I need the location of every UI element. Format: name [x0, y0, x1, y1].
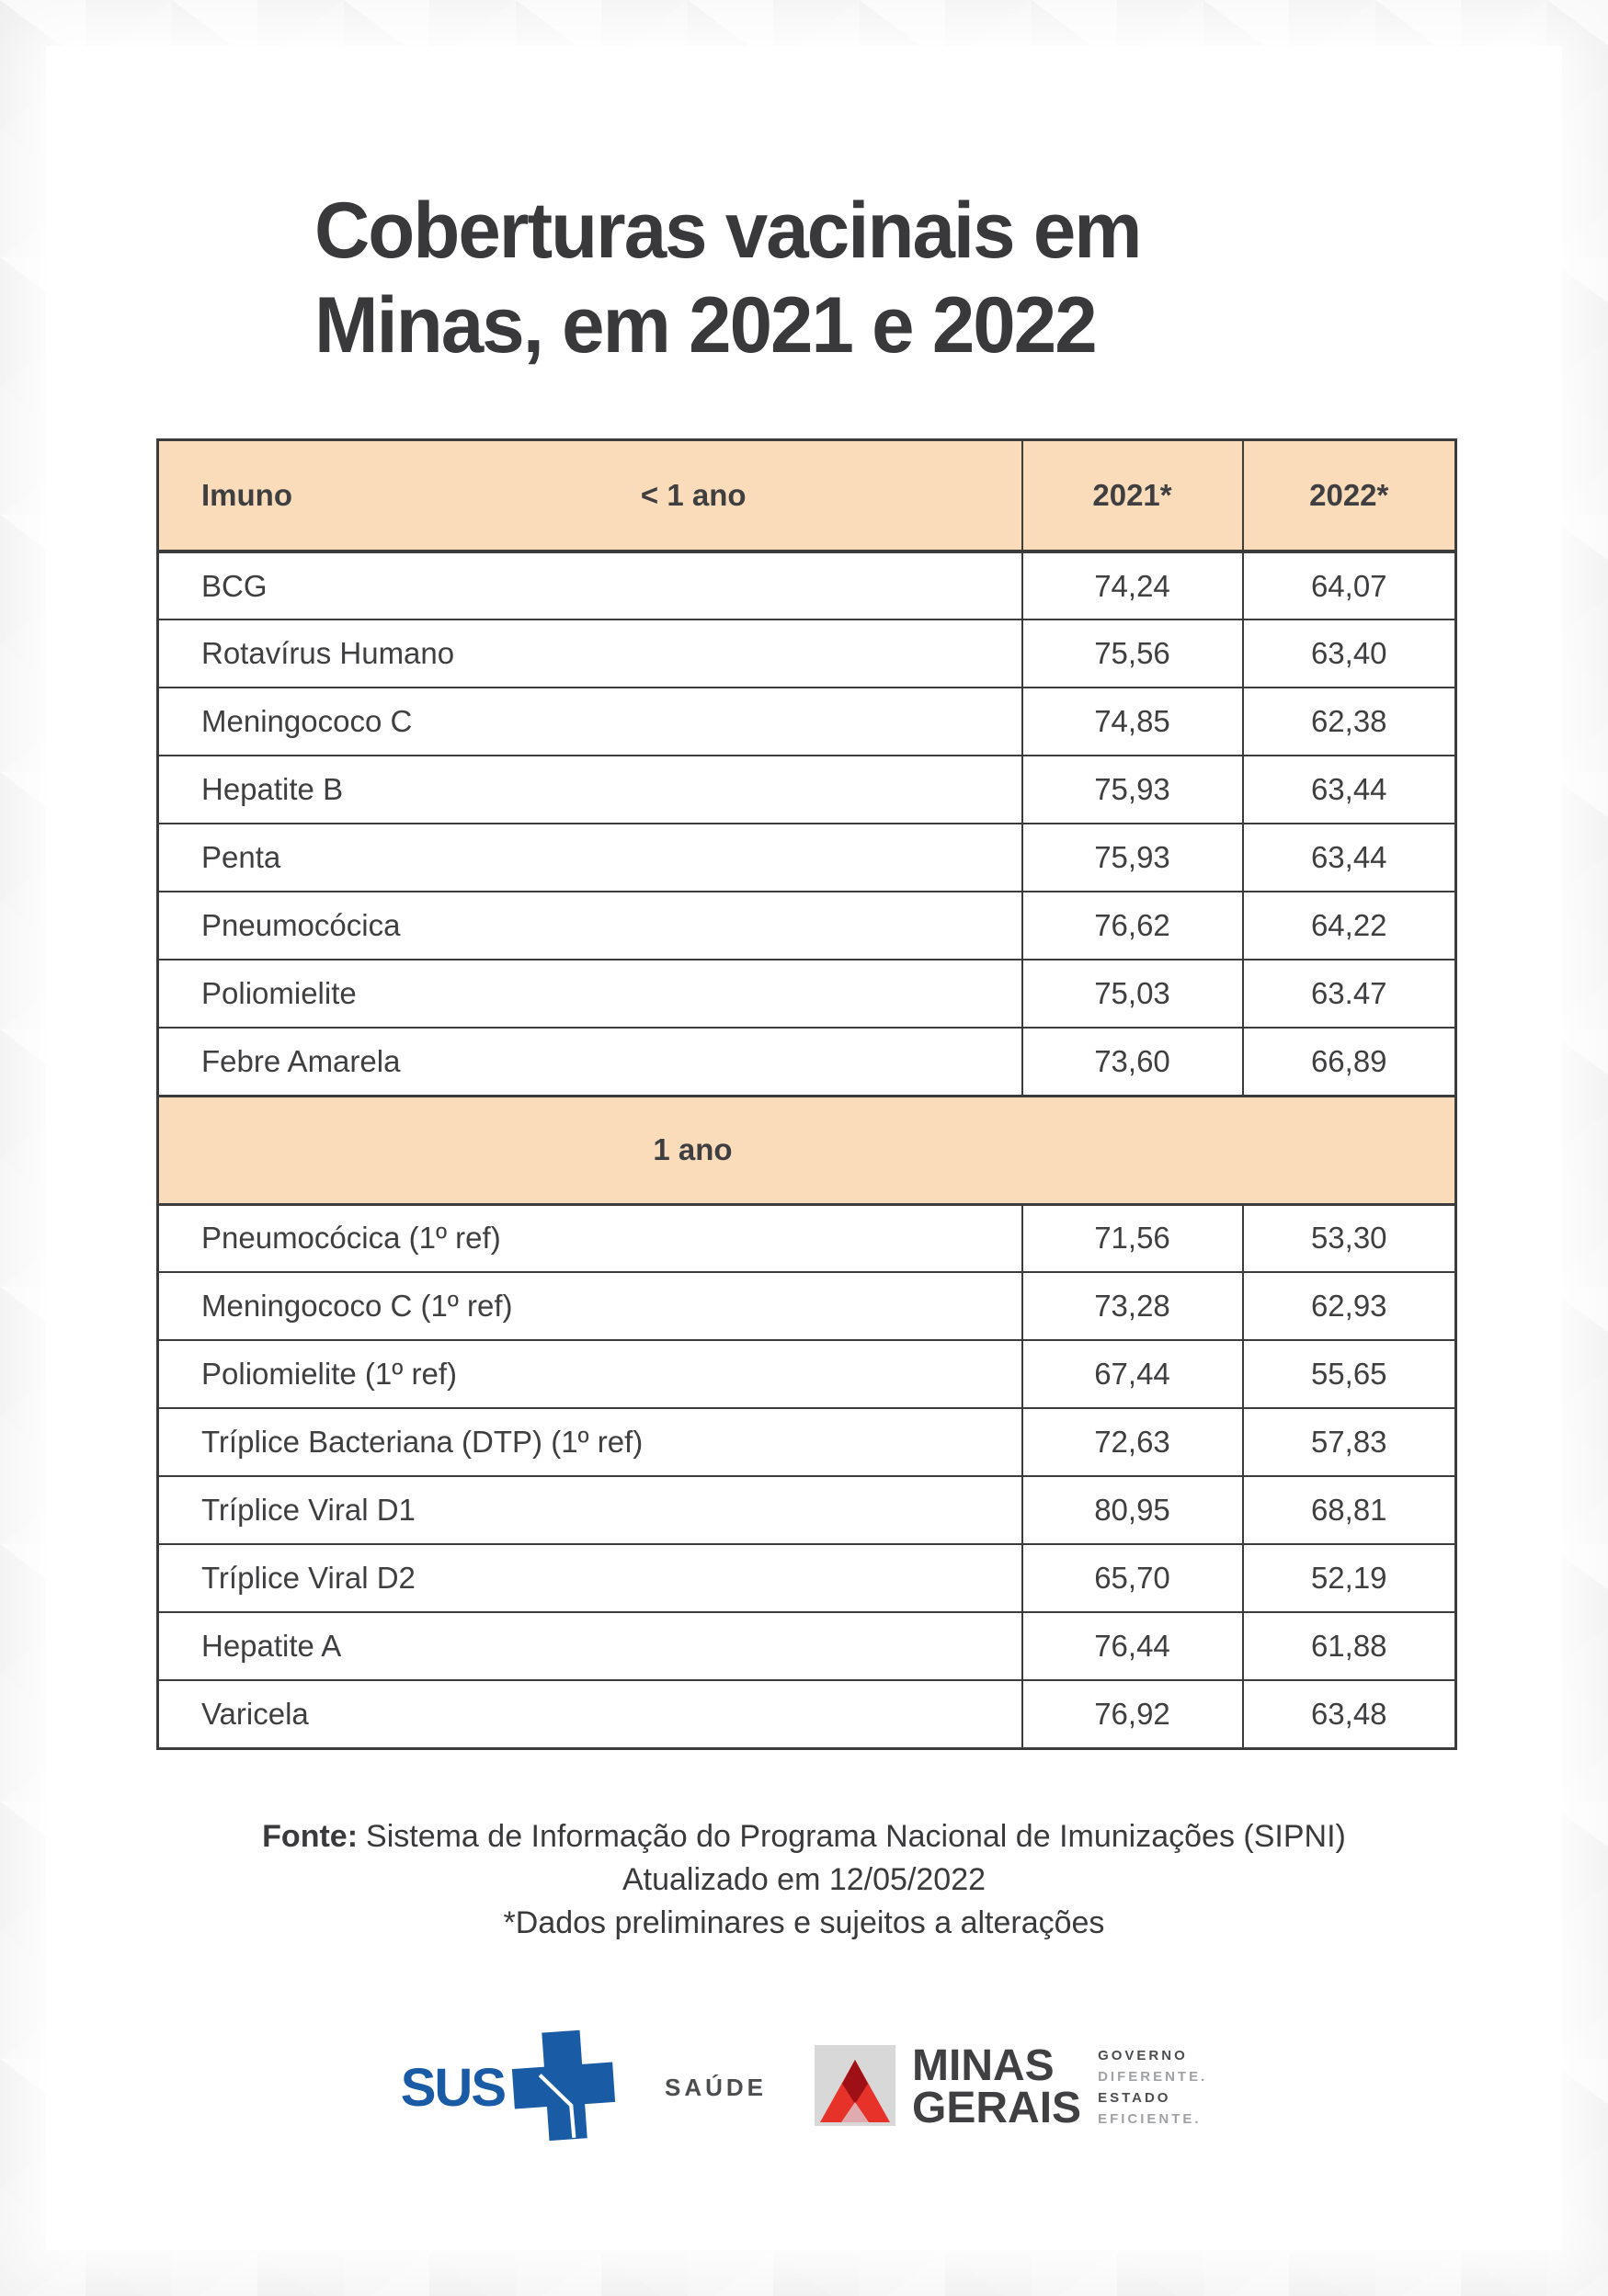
vaccine-name: Varicela — [156, 1679, 1023, 1749]
governo-tagline: GOVERNO DIFERENTE. ESTADO EFICIENTE. — [1098, 2045, 1207, 2131]
table-row: Tríplice Bacteriana (DTP) (1º ref) 72,63… — [156, 1407, 1457, 1477]
coverage-2021: 75,03 — [1021, 959, 1244, 1029]
table-row: Poliomielite (1º ref) 67,44 55,65 — [156, 1339, 1457, 1409]
vaccine-name: Hepatite A — [156, 1611, 1023, 1681]
header-cell-2022: 2022* — [1241, 438, 1457, 553]
minas-gerais-wordmark: MINAS GERAIS — [912, 2040, 1082, 2132]
table-row: Pneumocócica 76,62 64,22 — [156, 891, 1457, 960]
coverage-2022: 63,44 — [1241, 755, 1457, 824]
page-title-line1: Coberturas vacinais em — [314, 187, 1142, 275]
table-row: Hepatite A 76,44 61,88 — [156, 1611, 1457, 1681]
vaccine-name: Hepatite B — [156, 755, 1023, 824]
page-title-line2: Minas, em 2021 e 2022 — [314, 281, 1098, 370]
table-row: Febre Amarela 73,60 66,89 — [156, 1027, 1457, 1097]
coverage-2021: 75,93 — [1021, 755, 1244, 824]
coverage-2021: 76,62 — [1021, 891, 1244, 960]
table-header-row: Imuno < 1 ano 2021* 2022* — [156, 438, 1457, 553]
header-cell-imuno: Imuno < 1 ano — [156, 438, 1023, 553]
coverage-2022: 63,44 — [1241, 823, 1457, 892]
table-row: Rotavírus Humano 75,56 63,40 — [156, 619, 1457, 688]
coverage-2022: 57,83 — [1241, 1407, 1457, 1477]
tagline-eficiente: EFICIENTE. — [1098, 2111, 1202, 2128]
sus-logo-text: SUS — [400, 2057, 507, 2118]
vaccine-name: Meningococo C — [156, 687, 1023, 756]
section-header-label: 1 ano — [653, 1132, 733, 1166]
coverage-2021: 71,56 — [1021, 1203, 1244, 1273]
vaccine-name: Rotavírus Humano — [156, 619, 1023, 688]
coverage-2021: 75,93 — [1021, 823, 1244, 892]
coverage-2022: 64,22 — [1241, 891, 1457, 960]
saude-label: SAÚDE — [665, 2073, 768, 2101]
coverage-2021: 80,95 — [1021, 1475, 1244, 1545]
table-row: BCG 74,24 64,07 — [156, 551, 1457, 620]
coverage-2022: 52,19 — [1241, 1543, 1457, 1613]
table-row: Penta 75,93 63,44 — [156, 823, 1457, 892]
sus-cross-icon — [510, 2028, 617, 2148]
coverage-2022: 64,07 — [1241, 551, 1457, 620]
source-line: Fonte: Sistema de Informação do Programa … — [0, 1815, 1608, 1858]
coverage-2022: 53,30 — [1241, 1203, 1457, 1273]
vaccine-name: Penta — [156, 823, 1023, 892]
footer-logos: SUS SAÚDE — [0, 2018, 1608, 2156]
coverage-2021: 76,92 — [1021, 1679, 1244, 1749]
header-cell-2021: 2021* — [1021, 438, 1244, 553]
coverage-2021: 75,56 — [1021, 619, 1244, 688]
minas-gerais-line2: GERAIS — [912, 2084, 1082, 2132]
coverage-2022: 68,81 — [1241, 1475, 1457, 1545]
disclaimer-line: *Dados preliminares e sujeitos a alteraç… — [503, 1905, 1105, 1940]
source-note: Fonte: Sistema de Informação do Programa … — [0, 1815, 1608, 1945]
coverage-2022: 66,89 — [1241, 1027, 1457, 1097]
coverage-2021: 73,60 — [1021, 1027, 1244, 1097]
coverage-2022: 63.47 — [1241, 959, 1457, 1029]
section-header-1-ano: 1 ano — [156, 1094, 1457, 1206]
coverage-2021: 74,24 — [1021, 551, 1244, 620]
vaccine-name: Tríplice Bacteriana (DTP) (1º ref) — [156, 1407, 1023, 1477]
tagline-governo: GOVERNO — [1098, 2047, 1188, 2063]
vaccination-coverage-table: Imuno < 1 ano 2021* 2022* BCG 74,24 64,0… — [156, 438, 1457, 1750]
minas-gerais-line1: MINAS — [912, 2040, 1055, 2090]
coverage-2022: 63,48 — [1241, 1679, 1457, 1749]
vaccine-name: BCG — [156, 551, 1023, 620]
coverage-2021: 76,44 — [1021, 1611, 1244, 1681]
updated-line: Atualizado em 12/05/2022 — [622, 1862, 986, 1897]
page-title: Coberturas vacinais em Minas, em 2021 e … — [314, 184, 1142, 373]
coverage-2021: 72,63 — [1021, 1407, 1244, 1477]
source-label: Fonte: — [262, 1819, 359, 1854]
vaccine-name: Tríplice Viral D1 — [156, 1475, 1023, 1545]
tagline-estado: ESTADO — [1098, 2090, 1171, 2106]
header-imuno-label: Imuno — [201, 478, 292, 512]
table-row: Tríplice Viral D1 80,95 68,81 — [156, 1475, 1457, 1545]
vaccine-name: Poliomielite — [156, 959, 1023, 1029]
coverage-2021: 74,85 — [1021, 687, 1244, 756]
coverage-2022: 61,88 — [1241, 1611, 1457, 1681]
vaccine-name: Meningococo C (1º ref) — [156, 1271, 1023, 1341]
coverage-2022: 62,93 — [1241, 1271, 1457, 1341]
table-row: Varicela 76,92 63,48 — [156, 1679, 1457, 1749]
header-age-group-label: < 1 ano — [640, 478, 747, 512]
vaccine-name: Tríplice Viral D2 — [156, 1543, 1023, 1613]
vaccine-name: Febre Amarela — [156, 1027, 1023, 1097]
vaccine-name: Poliomielite (1º ref) — [156, 1339, 1023, 1409]
coverage-2022: 55,65 — [1241, 1339, 1457, 1409]
coverage-2021: 67,44 — [1021, 1339, 1244, 1409]
table-row: Pneumocócica (1º ref) 71,56 53,30 — [156, 1203, 1457, 1273]
vaccine-name: Pneumocócica (1º ref) — [156, 1203, 1023, 1273]
tagline-diferente: DIFERENTE. — [1098, 2068, 1208, 2085]
table-row: Poliomielite 75,03 63.47 — [156, 959, 1457, 1029]
table-row: Tríplice Viral D2 65,70 52,19 — [156, 1543, 1457, 1613]
table-row: Hepatite B 75,93 63,44 — [156, 755, 1457, 824]
coverage-2022: 62,38 — [1241, 687, 1457, 756]
vaccine-name: Pneumocócica — [156, 891, 1023, 960]
sus-logo: SUS — [401, 2028, 617, 2148]
minas-gerais-triangle-icon — [815, 2044, 896, 2131]
source-text: Sistema de Informação do Programa Nacion… — [366, 1819, 1346, 1854]
coverage-2022: 63,40 — [1241, 619, 1457, 688]
table-section-row: 1 ano — [156, 1094, 1457, 1206]
coverage-2021: 65,70 — [1021, 1543, 1244, 1613]
table-row: Meningococo C 74,85 62,38 — [156, 687, 1457, 756]
table-row: Meningococo C (1º ref) 73,28 62,93 — [156, 1271, 1457, 1341]
minas-gerais-logo: MINAS GERAIS GOVERNO DIFERENTE. ESTADO E… — [815, 2040, 1207, 2132]
coverage-2021: 73,28 — [1021, 1271, 1244, 1341]
